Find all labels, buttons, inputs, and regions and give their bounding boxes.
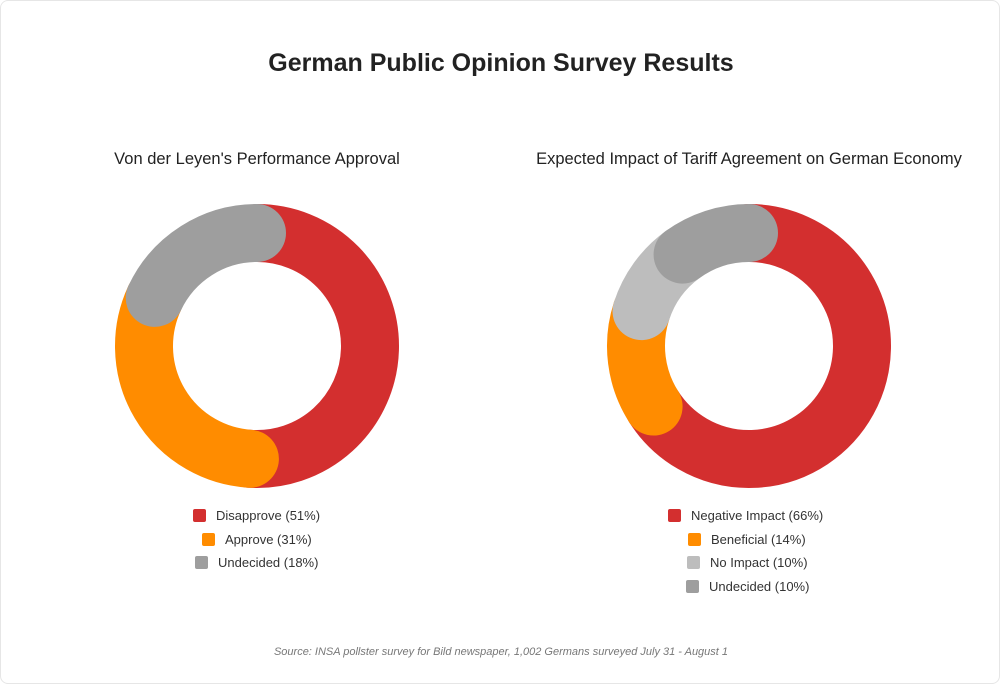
legend-swatch — [202, 532, 215, 546]
legend-item-disapprove[interactable]: Disapprove (51%) — [193, 504, 393, 528]
legend-swatch — [686, 579, 699, 593]
legend-swatch — [193, 509, 206, 523]
donut-segment-undecided[interactable] — [653, 204, 778, 284]
legend-label: Disapprove (51%) — [216, 508, 321, 524]
legend-item-undecided[interactable]: Undecided (18%) — [193, 551, 393, 575]
legend-swatch — [195, 556, 208, 570]
legend-swatch — [688, 532, 701, 546]
legend-label: Approve (31%) — [225, 531, 312, 547]
approval-donut-chart — [115, 204, 399, 488]
legend-swatch — [687, 556, 700, 570]
legend-swatch — [668, 509, 681, 523]
tariff-chart-title: Expected Impact of Tariff Agreement on G… — [536, 150, 962, 168]
page-title: German Public Opinion Survey Results — [268, 49, 734, 77]
legend-label: Undecided (10%) — [709, 578, 810, 594]
legend-item-beneficial[interactable]: Beneficial (14%) — [668, 528, 888, 552]
tariff-donut-chart — [607, 204, 891, 488]
donut-segment-disapprove[interactable] — [220, 204, 399, 488]
donut-segment-undecided[interactable] — [125, 204, 286, 327]
approval-chart-title: Von der Leyen's Performance Approval — [114, 150, 400, 168]
donut-segment-approve[interactable] — [115, 268, 279, 488]
legend-item-negative-impact[interactable]: Negative Impact (66%) — [668, 504, 888, 528]
donut-segment-negative-impact[interactable] — [624, 204, 891, 488]
legend-item-approve[interactable]: Approve (31%) — [193, 528, 393, 552]
legend-item-undecided[interactable]: Undecided (10%) — [668, 575, 888, 599]
legend-label: Negative Impact (66%) — [691, 508, 824, 524]
legend-label: Beneficial (14%) — [711, 531, 806, 547]
legend-item-no-impact[interactable]: No Impact (10%) — [668, 551, 888, 575]
legend-label: Undecided (18%) — [218, 555, 319, 571]
approval-legend: Disapprove (51%) Approve (31%) Undecided… — [193, 504, 393, 575]
legend-label: No Impact (10%) — [710, 555, 808, 571]
source-note: Source: INSA pollster survey for Bild ne… — [273, 646, 729, 658]
tariff-legend: Negative Impact (66%) Beneficial (14%) N… — [668, 504, 888, 598]
